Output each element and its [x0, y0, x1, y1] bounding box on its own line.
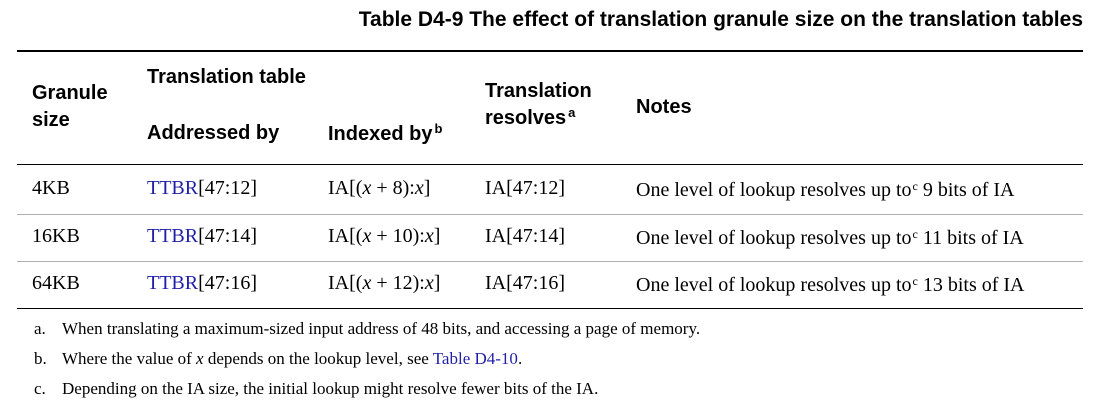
ttbr-link[interactable]: TTBR — [147, 177, 199, 199]
row-separator — [17, 261, 1083, 262]
header-addressed-by: Addressed by — [147, 122, 280, 144]
footnote-ref-b: b — [434, 121, 443, 136]
header-notes: Notes — [636, 96, 692, 118]
cell-addressed-by: TTBR[47:16] — [147, 272, 258, 294]
cell-notes: One level of lookup resolves up toc 9 bi… — [636, 179, 1015, 201]
footnote-c: c. Depending on the IA size, the initial … — [34, 379, 599, 398]
table-top-rule — [17, 50, 1083, 52]
cell-granule: 16KB — [32, 225, 80, 247]
cell-indexed-by: IA[(x + 8):x] — [328, 177, 431, 199]
footnote-ref-a: a — [568, 105, 576, 120]
cell-resolves: IA[47:12] — [485, 177, 565, 199]
cell-addressed-by: TTBR[47:12] — [147, 177, 258, 199]
footnote-ref-c: c — [912, 227, 918, 241]
header-indexed-by: Indexed by b — [328, 121, 443, 145]
cell-indexed-by: IA[(x + 12):x] — [328, 272, 441, 294]
footnote-ref-c: c — [912, 274, 918, 288]
footnote-a: a. When translating a maximum-sized input… — [34, 319, 701, 338]
cell-indexed-by: IA[(x + 10):x] — [328, 225, 441, 247]
cell-notes: One level of lookup resolves up toc 13 b… — [636, 274, 1025, 296]
header-granule-size: Granule size — [32, 82, 108, 131]
table-d4-10-link[interactable]: Table D4-10 — [432, 349, 518, 368]
header-bottom-rule — [17, 164, 1083, 165]
ttbr-link[interactable]: TTBR — [147, 272, 199, 294]
header-translation-table: Translation table — [147, 66, 306, 88]
cell-notes: One level of lookup resolves up toc 11 b… — [636, 227, 1024, 249]
cell-resolves: IA[47:14] — [485, 225, 565, 247]
ttbr-link[interactable]: TTBR — [147, 225, 199, 247]
cell-resolves: IA[47:16] — [485, 272, 565, 294]
cell-addressed-by: TTBR[47:14] — [147, 225, 258, 247]
table-bottom-rule — [17, 308, 1083, 309]
footnote-b: b. Where the value of x depends on the lo… — [34, 349, 523, 368]
footnote-ref-c: c — [912, 179, 918, 193]
header-translation-resolves: Translation resolves a — [485, 80, 592, 129]
cell-granule: 64KB — [32, 272, 80, 294]
cell-granule: 4KB — [32, 177, 70, 199]
table-title: Table D4-9 The effect of translation gra… — [358, 8, 1083, 31]
row-separator — [17, 214, 1083, 215]
